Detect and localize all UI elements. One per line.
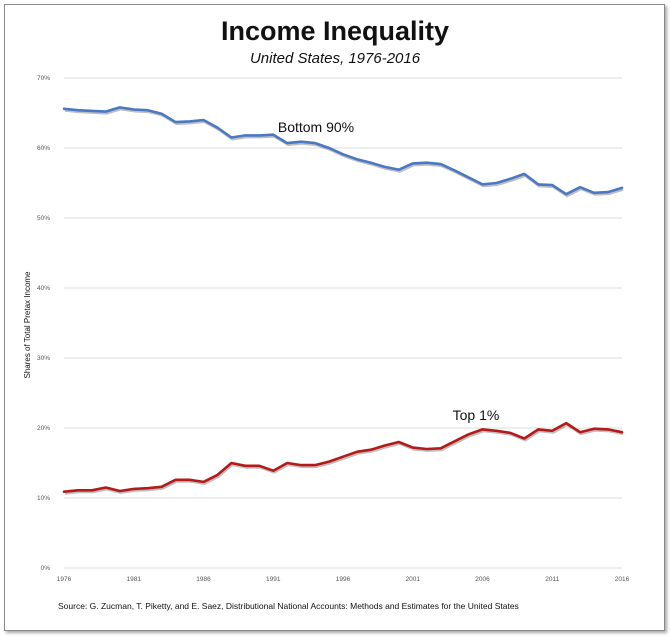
x-tick-label: 2001 bbox=[406, 576, 421, 583]
series-lines bbox=[62, 106, 624, 495]
x-tick-label: 1986 bbox=[196, 576, 211, 583]
y-tick-label: 40% bbox=[37, 285, 50, 292]
series-label-bottom-90: Bottom 90% bbox=[278, 119, 354, 135]
y-tick-label: 30% bbox=[37, 355, 50, 362]
x-tick-label: 2006 bbox=[475, 576, 490, 583]
x-tick-label: 2016 bbox=[615, 576, 630, 583]
source-note: Source: G. Zucman, T. Piketty, and E. Sa… bbox=[58, 601, 519, 611]
chart-subtitle: United States, 1976-2016 bbox=[250, 50, 421, 67]
y-tick-label: 10% bbox=[37, 495, 50, 502]
chart-title: Income Inequality bbox=[221, 16, 449, 46]
y-axis-ticks: 0% 10% 20% 30% 40% 50% 60% 70% bbox=[37, 75, 50, 572]
series-label-top-1: Top 1% bbox=[453, 407, 500, 423]
y-tick-label: 70% bbox=[37, 75, 50, 82]
series-line-0 bbox=[62, 106, 624, 196]
y-tick-label: 60% bbox=[37, 145, 50, 152]
grid-lines bbox=[64, 77, 622, 569]
x-tick-label: 2011 bbox=[545, 576, 559, 583]
y-tick-label: 50% bbox=[37, 215, 50, 222]
y-tick-label: 0% bbox=[41, 565, 51, 572]
y-tick-label: 20% bbox=[37, 425, 50, 432]
x-tick-label: 1996 bbox=[336, 576, 351, 583]
x-tick-label: 1976 bbox=[57, 576, 72, 583]
series-line-shadow-1 bbox=[64, 423, 624, 495]
y-axis-label: Shares of Total Pretax Income bbox=[23, 271, 32, 379]
series-line-1 bbox=[62, 421, 624, 494]
x-tick-label: 1981 bbox=[127, 576, 142, 583]
x-tick-label: 1991 bbox=[266, 576, 281, 583]
x-axis-ticks: 1976 1981 1986 1991 1996 2001 2006 2011 2016 bbox=[57, 576, 630, 583]
